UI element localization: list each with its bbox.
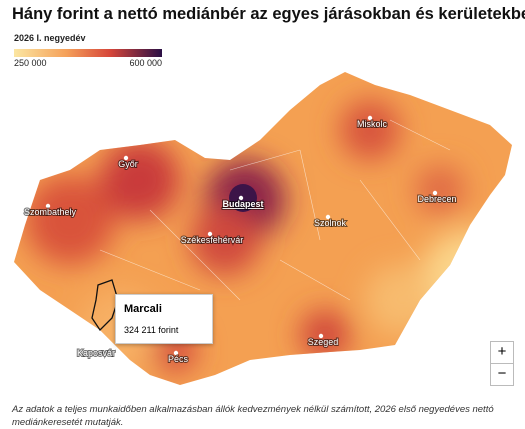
- selected-district[interactable]: [91, 279, 119, 332]
- zoom-out[interactable]: −: [490, 363, 514, 386]
- city-dot: [325, 214, 331, 220]
- zoom-in[interactable]: +: [490, 341, 514, 364]
- footnote: Az adatok a teljes munkaidőben alkalmazá…: [12, 404, 494, 428]
- tooltip-name: Marcali: [124, 303, 162, 315]
- city-dot: [45, 203, 51, 209]
- tooltip-value: 324 211 forint: [124, 325, 179, 335]
- tooltip: Marcali 324 211 forint: [115, 294, 213, 344]
- city-dot: [123, 155, 129, 161]
- city-dot: [367, 115, 373, 121]
- city-label: Budapest: [222, 199, 263, 209]
- city-dot: [318, 333, 324, 339]
- legend-max: 600 000: [129, 58, 162, 68]
- city-label: Szeged: [308, 337, 339, 347]
- city-dot: [432, 190, 438, 196]
- map: Hány forint a nettó mediánbér az egyes j…: [12, 5, 525, 385]
- city-label: Pécs: [168, 354, 189, 364]
- city-labels: Miskolc Győr Budapest Debrecen Szombathely Sz…: [23, 115, 458, 365]
- city-label: Kaposvár: [77, 348, 115, 358]
- city-dot: [238, 195, 244, 201]
- legend-bar: [14, 49, 162, 57]
- title: Hány forint a nettó mediánbér az egyes j…: [12, 5, 525, 23]
- city-label: Győr: [118, 159, 138, 169]
- city-dot: [207, 231, 213, 237]
- city-label: Székesfehérvár: [181, 235, 244, 245]
- city-dot: [91, 344, 97, 350]
- city-label: Szolnok: [314, 218, 347, 228]
- city-dot: [173, 350, 179, 356]
- legend-title: 2026 I. negyedév: [14, 33, 86, 43]
- city-label: Debrecen: [417, 194, 456, 204]
- legend-min: 250 000: [14, 58, 47, 68]
- city-label: Szombathely: [24, 207, 77, 217]
- city-label: Miskolc: [357, 119, 388, 129]
